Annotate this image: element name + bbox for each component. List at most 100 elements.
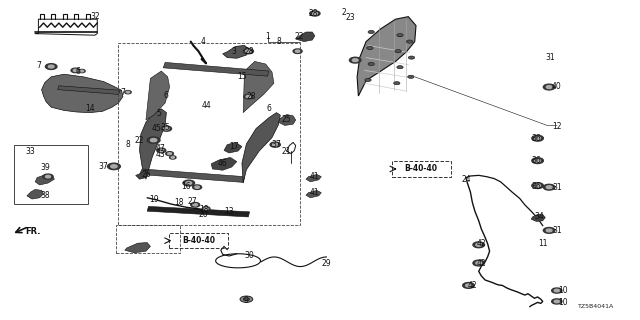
- Polygon shape: [306, 190, 321, 198]
- Circle shape: [408, 56, 415, 59]
- Polygon shape: [224, 142, 242, 153]
- Circle shape: [49, 65, 54, 68]
- Bar: [14, 145, 88, 204]
- Circle shape: [108, 163, 120, 170]
- Circle shape: [368, 62, 374, 66]
- Circle shape: [147, 137, 160, 143]
- Circle shape: [168, 153, 172, 155]
- Text: 25: 25: [282, 115, 292, 124]
- Circle shape: [79, 69, 85, 73]
- Text: 44: 44: [201, 101, 211, 110]
- Polygon shape: [27, 189, 44, 199]
- Circle shape: [543, 184, 555, 190]
- Text: 41: 41: [310, 172, 320, 181]
- Circle shape: [535, 137, 540, 140]
- Polygon shape: [58, 86, 120, 94]
- Text: 43: 43: [155, 150, 165, 159]
- Circle shape: [244, 94, 253, 99]
- Circle shape: [183, 180, 195, 186]
- Text: 13: 13: [224, 207, 234, 216]
- Circle shape: [293, 49, 302, 53]
- Circle shape: [193, 185, 202, 189]
- Polygon shape: [147, 206, 250, 217]
- Polygon shape: [278, 115, 296, 125]
- Bar: [392, 161, 451, 177]
- Circle shape: [159, 149, 164, 151]
- Text: 6: 6: [164, 92, 169, 100]
- Text: 7: 7: [36, 61, 41, 70]
- Circle shape: [552, 288, 562, 293]
- Text: 40: 40: [552, 82, 562, 91]
- Circle shape: [406, 40, 413, 43]
- Circle shape: [193, 204, 197, 206]
- Text: 12: 12: [552, 122, 561, 131]
- Circle shape: [543, 228, 555, 233]
- Text: 29: 29: [321, 259, 332, 268]
- Text: 39: 39: [40, 163, 50, 172]
- Circle shape: [395, 50, 401, 53]
- Circle shape: [73, 69, 78, 71]
- Circle shape: [532, 158, 543, 164]
- Text: 41: 41: [310, 188, 320, 197]
- Text: 37: 37: [99, 162, 109, 171]
- Circle shape: [273, 143, 278, 146]
- Text: 18: 18: [199, 205, 208, 214]
- Text: 42: 42: [467, 281, 477, 290]
- Circle shape: [543, 84, 555, 90]
- Bar: [116, 225, 180, 253]
- Circle shape: [127, 92, 129, 93]
- Text: 36: 36: [531, 182, 541, 191]
- Polygon shape: [163, 62, 269, 76]
- Circle shape: [476, 262, 482, 264]
- Circle shape: [547, 86, 552, 88]
- Text: FR.: FR.: [26, 228, 41, 236]
- Circle shape: [466, 284, 472, 287]
- Bar: [169, 233, 228, 248]
- Text: 35: 35: [160, 124, 170, 132]
- Text: 38: 38: [40, 191, 50, 200]
- Polygon shape: [146, 71, 170, 120]
- Text: 11: 11: [538, 239, 547, 248]
- Circle shape: [394, 82, 400, 85]
- Circle shape: [166, 152, 173, 156]
- Text: 3: 3: [231, 47, 236, 56]
- Text: 31: 31: [552, 183, 562, 192]
- Circle shape: [397, 34, 403, 37]
- Circle shape: [125, 91, 131, 94]
- Text: 27: 27: [187, 197, 197, 206]
- Polygon shape: [42, 74, 123, 113]
- Polygon shape: [242, 113, 280, 183]
- Text: 20: 20: [198, 210, 209, 219]
- Circle shape: [554, 300, 559, 303]
- Polygon shape: [35, 174, 54, 185]
- Circle shape: [552, 299, 562, 304]
- Text: 16: 16: [180, 182, 191, 191]
- Circle shape: [473, 260, 484, 266]
- Text: 23: 23: [346, 13, 356, 22]
- Circle shape: [157, 148, 166, 153]
- Circle shape: [408, 75, 414, 78]
- Circle shape: [310, 11, 320, 16]
- Circle shape: [161, 126, 172, 131]
- Circle shape: [204, 208, 208, 210]
- Polygon shape: [243, 61, 274, 113]
- Text: 24: 24: [461, 175, 471, 184]
- Text: 4: 4: [201, 37, 206, 46]
- Circle shape: [349, 57, 361, 63]
- Circle shape: [532, 135, 543, 141]
- Text: 1: 1: [265, 32, 270, 41]
- Polygon shape: [306, 174, 321, 182]
- Circle shape: [111, 165, 117, 168]
- Circle shape: [365, 78, 371, 82]
- Text: 10: 10: [558, 286, 568, 295]
- Circle shape: [246, 95, 251, 98]
- Polygon shape: [211, 157, 237, 170]
- Circle shape: [71, 68, 80, 73]
- Circle shape: [240, 296, 253, 302]
- Polygon shape: [140, 169, 244, 182]
- Text: 7: 7: [120, 88, 125, 97]
- Circle shape: [186, 181, 192, 184]
- Polygon shape: [223, 45, 250, 58]
- Circle shape: [246, 50, 251, 52]
- Text: 22: 22: [295, 32, 304, 41]
